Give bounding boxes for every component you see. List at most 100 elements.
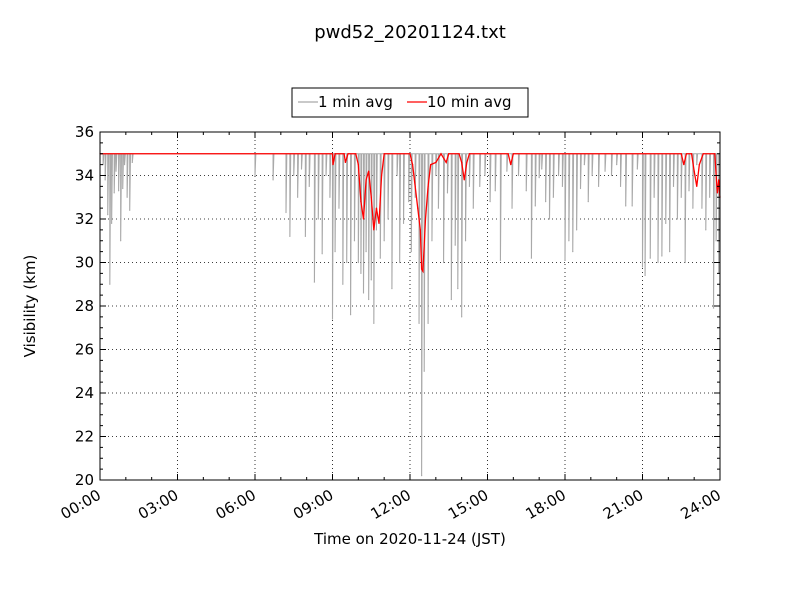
chart-title: pwd52_20201124.txt <box>314 22 506 43</box>
data-point-1min <box>653 196 655 198</box>
data-point-1min <box>604 170 606 172</box>
data-point-10min <box>458 153 460 155</box>
data-point-1min <box>450 298 452 301</box>
data-point-1min <box>484 174 486 177</box>
data-point-10min <box>362 218 365 220</box>
x-tick-label: 00:00 <box>58 486 104 523</box>
data-point-10min <box>718 179 720 181</box>
x-tick-label: 12:00 <box>368 486 414 523</box>
series-1-min-avg <box>100 153 721 477</box>
data-point-1min <box>661 255 663 257</box>
series-line-10-min-avg <box>100 152 721 274</box>
data-point-1min <box>506 170 508 172</box>
data-point-1min <box>568 240 570 242</box>
data-point-10min <box>414 185 416 187</box>
data-point-10min <box>507 153 509 155</box>
data-point-1min <box>684 261 686 264</box>
data-point-10min <box>332 164 334 166</box>
data-point-1min <box>418 322 420 324</box>
data-point-1min <box>317 218 319 220</box>
legend-label-1min: 1 min avg <box>318 93 393 111</box>
y-tick-label: 28 <box>75 297 94 315</box>
data-point-10min <box>463 179 465 181</box>
data-point-1min <box>696 164 698 166</box>
data-point-1min <box>701 207 703 209</box>
data-point-1min <box>338 207 340 209</box>
data-point-1min <box>583 164 585 166</box>
data-point-1min <box>373 322 375 324</box>
data-point-10min <box>440 153 442 155</box>
data-point-1min <box>709 196 711 198</box>
data-point-1min <box>329 196 331 198</box>
data-point-1min <box>408 201 410 203</box>
data-point-10min <box>422 270 424 272</box>
data-point-10min <box>696 185 698 187</box>
data-point-1min <box>254 174 256 177</box>
data-point-1min <box>672 185 675 187</box>
data-point-10min <box>419 229 421 231</box>
data-point-1min <box>631 205 633 207</box>
data-point-1min <box>414 196 416 198</box>
data-point-1min <box>715 240 717 242</box>
x-tick-label: 09:00 <box>290 486 336 523</box>
data-point-10min <box>683 164 685 166</box>
y-tick-label: 34 <box>75 167 94 185</box>
data-point-10min <box>421 268 423 270</box>
data-point-10min <box>375 207 378 209</box>
y-tick-label: 22 <box>75 428 94 446</box>
data-point-10min <box>409 153 411 155</box>
data-point-10min <box>680 153 682 155</box>
data-point-1min <box>669 251 671 253</box>
data-point-10min <box>698 164 700 166</box>
data-point-1min <box>375 229 378 231</box>
data-point-1min <box>107 214 109 216</box>
data-point-1min <box>680 196 682 198</box>
y-tick-label: 26 <box>75 341 94 359</box>
legend-label-10min: 10 min avg <box>427 93 512 111</box>
data-point-1min <box>272 179 274 181</box>
data-point-1min <box>410 251 412 253</box>
data-point-1min <box>454 244 456 246</box>
series-line-1-min-avg <box>100 153 721 476</box>
data-point-1min <box>564 259 566 261</box>
data-point-10min <box>373 229 375 231</box>
data-point-1min <box>442 261 445 264</box>
data-point-1min <box>396 174 398 177</box>
data-point-10min <box>347 153 349 155</box>
data-point-10min <box>468 153 471 155</box>
data-point-10min <box>383 153 385 155</box>
data-point-1min <box>619 185 622 187</box>
data-point-1min <box>334 251 336 253</box>
data-point-1min <box>446 192 449 194</box>
x-tick-label: 06:00 <box>213 486 259 523</box>
x-tick-label: 18:00 <box>523 486 569 523</box>
data-point-1min <box>541 168 543 170</box>
data-point-1min <box>538 177 540 179</box>
data-point-1min <box>126 196 128 198</box>
data-point-1min <box>120 240 122 242</box>
data-point-10min <box>370 196 372 198</box>
data-point-10min <box>435 161 437 164</box>
y-tick-label: 24 <box>75 384 94 402</box>
data-point-1min <box>472 207 474 209</box>
data-point-1min <box>479 185 481 187</box>
data-point-10min <box>466 161 468 164</box>
data-point-1min <box>123 164 126 166</box>
data-point-1min <box>131 161 133 164</box>
data-point-1min <box>657 261 659 264</box>
x-tick-label: 15:00 <box>445 486 491 523</box>
data-point-1min <box>431 240 433 242</box>
data-point-1min <box>289 235 291 237</box>
data-point-1min <box>597 185 600 187</box>
data-point-10min <box>417 207 419 209</box>
data-point-10min <box>380 174 383 177</box>
data-point-1min <box>517 174 520 177</box>
data-point-10min <box>512 153 514 155</box>
grid <box>100 132 720 480</box>
data-point-1min <box>468 185 471 187</box>
data-point-1min <box>353 240 356 242</box>
y-tick-label: 32 <box>75 210 94 228</box>
data-point-1min <box>122 187 124 190</box>
data-point-1min <box>665 222 667 224</box>
data-point-1min <box>399 261 401 264</box>
